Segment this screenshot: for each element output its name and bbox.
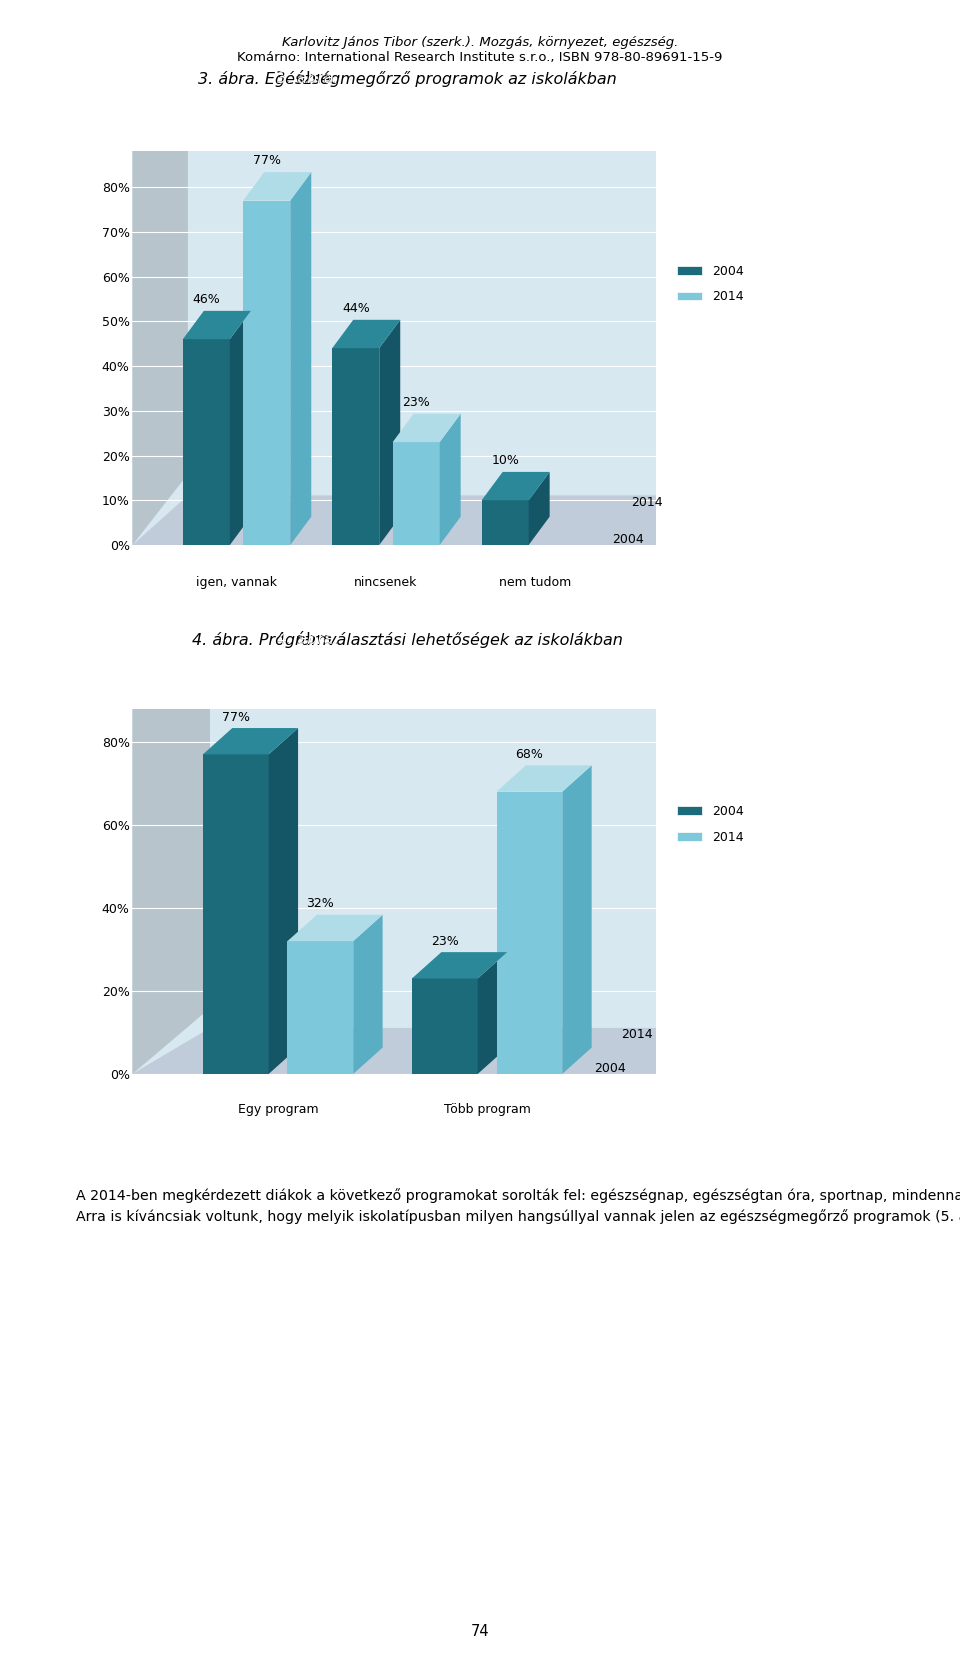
Text: 23%: 23% — [402, 397, 430, 408]
Bar — [393, 442, 440, 545]
Polygon shape — [203, 728, 298, 755]
Bar — [412, 979, 478, 1074]
Polygon shape — [287, 915, 383, 942]
Text: 3. ábra.: 3. ábra. — [276, 72, 344, 85]
Text: 77%: 77% — [252, 154, 280, 167]
Bar — [287, 942, 353, 1074]
Polygon shape — [529, 472, 550, 545]
Text: Egy program: Egy program — [238, 1103, 319, 1116]
Bar — [332, 348, 379, 545]
Bar — [482, 500, 529, 545]
Polygon shape — [478, 952, 507, 1074]
Text: 3. ábra.: 3. ábra. — [276, 72, 344, 85]
Polygon shape — [393, 413, 461, 442]
Text: 4. ábra. Programválasztási lehetőségek az iskolákban: 4. ábra. Programválasztási lehetőségek a… — [192, 632, 622, 647]
Legend: 2004, 2014: 2004, 2014 — [672, 259, 749, 308]
Polygon shape — [132, 495, 698, 545]
Bar — [182, 340, 229, 545]
Text: 74: 74 — [470, 1624, 490, 1638]
Polygon shape — [563, 765, 591, 1074]
Polygon shape — [290, 172, 311, 545]
Polygon shape — [132, 1027, 715, 1074]
Polygon shape — [353, 915, 383, 1074]
Polygon shape — [229, 311, 251, 545]
Polygon shape — [482, 472, 550, 500]
Polygon shape — [132, 80, 188, 545]
Text: igen, vannak: igen, vannak — [196, 577, 277, 589]
Text: 4. ábra.: 4. ábra. — [276, 632, 344, 646]
Bar — [243, 201, 290, 545]
Bar — [203, 755, 269, 1074]
Text: A 2014-ben megkérdezett diákok a következő programokat sorolták fel: egészségnap: A 2014-ben megkérdezett diákok a követke… — [58, 1188, 960, 1225]
Text: Komárno: International Research Institute s.r.o., ISBN 978-80-89691-15-9: Komárno: International Research Institut… — [237, 52, 723, 64]
Polygon shape — [132, 642, 210, 1074]
Text: 3. ábra. Egészségmegőrző programok az iskolákban: 3. ábra. Egészségmegőrző programok az is… — [198, 72, 616, 87]
Polygon shape — [269, 728, 298, 1074]
Text: Több program: Több program — [444, 1103, 531, 1116]
Polygon shape — [379, 320, 400, 545]
Text: nincsenek: nincsenek — [354, 577, 418, 589]
Polygon shape — [496, 765, 591, 791]
Text: Karlovitz János Tibor (szerk.). Mozgás, környezet, egészség.: Karlovitz János Tibor (szerk.). Mozgás, … — [282, 37, 678, 49]
Text: 77%: 77% — [222, 711, 250, 724]
Polygon shape — [412, 952, 507, 979]
Text: nem tudom: nem tudom — [499, 577, 571, 589]
Legend: 2004, 2014: 2004, 2014 — [672, 800, 749, 848]
Text: 23%: 23% — [431, 935, 459, 949]
Text: 44%: 44% — [342, 303, 370, 315]
Polygon shape — [182, 311, 251, 340]
Polygon shape — [243, 172, 311, 201]
Text: 4. ábra. Programválasztási lehetőségek az iskolákban: 4. ábra. Programválasztási lehetőségek a… — [192, 632, 622, 647]
Text: 2004: 2004 — [612, 532, 644, 545]
Text: 68%: 68% — [516, 748, 543, 761]
Text: 46%: 46% — [192, 293, 220, 306]
Polygon shape — [440, 413, 461, 545]
Text: 10%: 10% — [492, 453, 519, 467]
Polygon shape — [332, 320, 400, 348]
Text: 2004: 2004 — [594, 1062, 626, 1076]
Text: 4. ábra.: 4. ábra. — [276, 632, 344, 646]
Text: 2014: 2014 — [631, 495, 662, 509]
Bar — [496, 791, 563, 1074]
Text: 2014: 2014 — [621, 1027, 653, 1041]
Text: 3. ábra. Egészségmegőrző programok az iskolákban: 3. ábra. Egészségmegőrző programok az is… — [198, 72, 616, 87]
Text: 32%: 32% — [306, 897, 334, 910]
